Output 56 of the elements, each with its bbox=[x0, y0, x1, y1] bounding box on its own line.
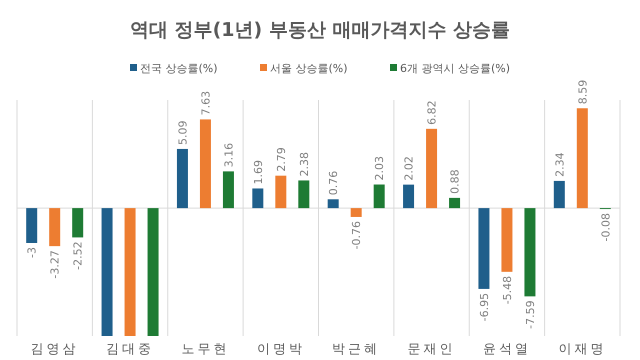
data-label: 7.63 bbox=[199, 90, 212, 116]
bar bbox=[72, 208, 84, 238]
bar bbox=[200, 119, 211, 208]
bar bbox=[478, 208, 490, 289]
bar bbox=[554, 180, 565, 208]
data-label: 0.76 bbox=[327, 170, 340, 196]
bar bbox=[102, 208, 113, 336]
x-tick-label: 김영삼 bbox=[30, 342, 79, 357]
bar bbox=[350, 208, 362, 217]
x-tick-label: 문재인 bbox=[408, 342, 456, 357]
data-label: -7.59 bbox=[524, 300, 537, 329]
chart-title: 역대 정부(1년) 부동산 매매가격지수 상승률 bbox=[130, 19, 510, 41]
data-label: 2.34 bbox=[553, 152, 566, 177]
bar bbox=[222, 171, 234, 208]
data-label: 8.59 bbox=[576, 80, 590, 104]
data-label: 5.09 bbox=[176, 120, 190, 145]
data-label: 3.16 bbox=[222, 142, 236, 168]
data-label: -3.27 bbox=[48, 250, 62, 279]
data-label: 2.02 bbox=[402, 156, 416, 181]
bar bbox=[501, 208, 512, 272]
bar bbox=[148, 208, 159, 336]
bar bbox=[374, 184, 385, 208]
bar bbox=[298, 180, 310, 208]
data-label: -6.95 bbox=[478, 292, 491, 322]
bar bbox=[176, 148, 188, 208]
data-label: -3 bbox=[26, 246, 39, 258]
x-tick-label: 김대중 bbox=[106, 342, 154, 357]
data-label: -0.76 bbox=[350, 220, 364, 250]
x-tick-label: 박근혜 bbox=[332, 342, 380, 357]
data-label: -0.08 bbox=[599, 213, 612, 242]
bar bbox=[576, 108, 588, 208]
data-label: 2.38 bbox=[298, 152, 311, 176]
bar bbox=[252, 188, 264, 208]
legend-label: 전국 상승률(%) bbox=[140, 62, 218, 75]
bar bbox=[449, 198, 460, 208]
x-tick-label: 이명박 bbox=[256, 342, 305, 357]
bar bbox=[426, 128, 438, 208]
data-label: 6.82 bbox=[426, 100, 439, 125]
data-label: 1.69 bbox=[252, 160, 265, 184]
data-label: -5.48 bbox=[500, 276, 514, 304]
bar bbox=[49, 208, 60, 246]
bar bbox=[275, 176, 286, 208]
x-tick-label: 윤석열 bbox=[482, 342, 531, 357]
data-label: 2.79 bbox=[274, 147, 288, 172]
legend-label: 6개 광역시 상승률(%) bbox=[400, 62, 510, 75]
x-tick-label: 이재명 bbox=[558, 342, 606, 357]
bar bbox=[26, 208, 38, 243]
bar bbox=[124, 208, 136, 336]
bar bbox=[524, 208, 536, 296]
legend-label: 서울 상승률(%) bbox=[270, 62, 348, 75]
data-label: -2.52 bbox=[72, 241, 85, 270]
bar bbox=[403, 184, 414, 208]
x-tick-label: 노무현 bbox=[181, 342, 230, 357]
data-label: 2.03 bbox=[373, 156, 386, 181]
data-label: 0.88 bbox=[448, 169, 462, 194]
bar bbox=[328, 199, 339, 208]
